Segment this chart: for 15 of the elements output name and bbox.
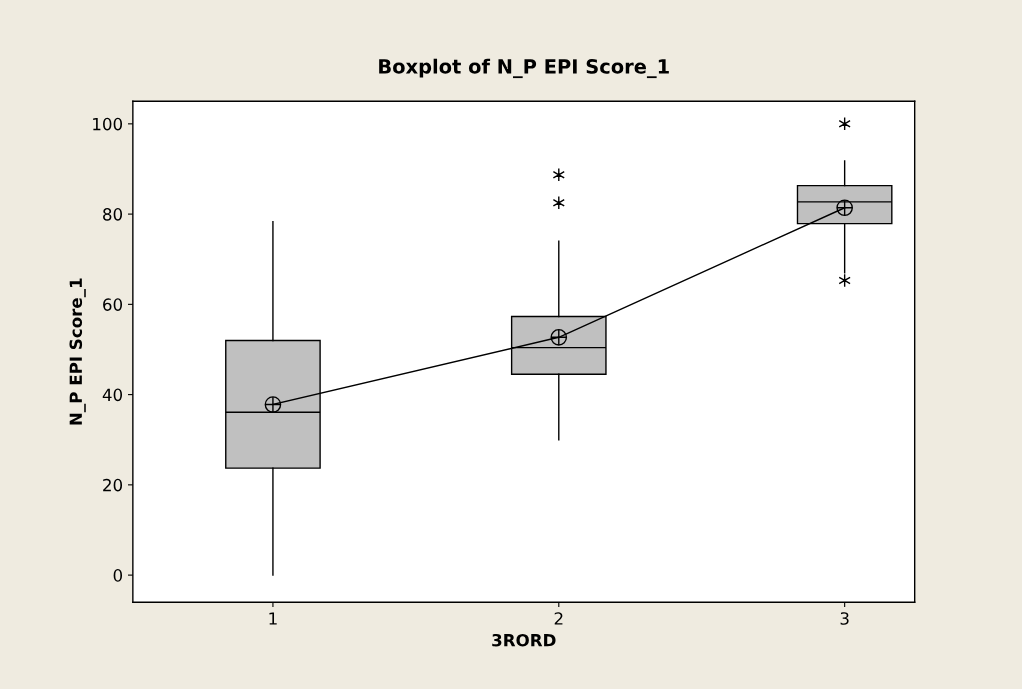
point [264,396,282,413]
y-tick-label: 80 [103,208,123,221]
y-tick-label: 20 [103,478,123,492]
x-tick-label: 1 [269,612,277,625]
x-tick-label: 3 [840,612,849,625]
y-tick-label: 0 [113,569,123,582]
point [550,328,568,346]
point [836,199,853,217]
y-tick-label: 60 [103,298,123,311]
chart-title: Boxplot of N_P EPI Score_1 [379,58,669,79]
y-axis-title: N_P EPI Score_1 [69,278,86,425]
x-axis-title: 3RORD [492,633,556,647]
y-tick-label: 40 [102,388,123,402]
y-tick-label: 100 [93,117,123,131]
x-tick-label: 2 [554,612,563,625]
